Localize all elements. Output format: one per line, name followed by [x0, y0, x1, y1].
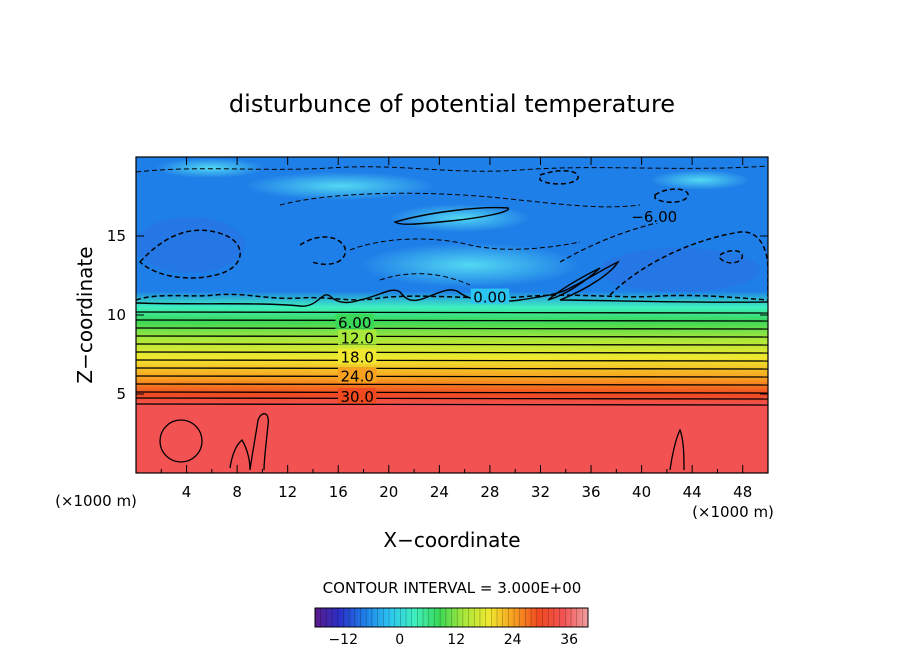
contour-label: 6.00	[338, 314, 371, 332]
x-tick-label: 48	[733, 483, 752, 501]
contour-labels: 30.0 24.018.012.06.00 0.00 −6.00	[335, 208, 678, 406]
cyan-upper-patch	[360, 243, 580, 287]
y-axis: 5 10 15	[107, 227, 768, 403]
colorbar: −12 0 12 24 36	[314, 607, 589, 648]
colorbar-ticks: −12 0 12 24 36	[328, 632, 578, 648]
contour-interval-label: CONTOUR INTERVAL = 3.000E+00	[323, 579, 582, 597]
contour-label-bg	[630, 208, 678, 224]
colorbar-tick-label: 12	[447, 632, 465, 648]
colorbar-frame	[314, 607, 589, 628]
y-tick-label: 15	[107, 227, 126, 245]
negative-contours	[136, 165, 768, 301]
cyan-upper-patch	[245, 172, 435, 200]
colorbar-tick-label: 24	[504, 632, 522, 648]
y-tick-label: 5	[116, 385, 126, 403]
dark-blue-patch	[136, 217, 245, 273]
colorbar-tick-label: −12	[328, 632, 358, 648]
contour-label: 12.0	[340, 330, 373, 348]
x-axis-unit-left: (×1000 m)	[55, 492, 137, 510]
zero-contour	[136, 206, 768, 307]
contour-label-bg	[338, 367, 377, 383]
colorbar-tick-label: 36	[560, 632, 578, 648]
x-tick-label: 24	[430, 483, 449, 501]
positive-contours	[136, 311, 768, 471]
contour-label: −6.00	[631, 208, 677, 226]
y-axis-label: Z−coordinate	[73, 246, 97, 383]
cyan-upper-patch	[155, 158, 265, 178]
x-tick-label: 8	[232, 483, 242, 501]
plot-area: 30.0 24.018.012.06.00 0.00 −6.00	[136, 157, 768, 473]
cyan-upper-patch	[650, 170, 750, 190]
contour-label-bg	[335, 313, 374, 329]
colorbar-fill	[315, 608, 588, 627]
contour-label-bg	[338, 388, 377, 404]
x-tick-label: 36	[581, 483, 600, 501]
dark-blue-patch	[600, 248, 760, 292]
x-tick-label: 40	[632, 483, 651, 501]
cyan-upper-patch	[390, 204, 530, 232]
contour-label: 0.00	[473, 289, 506, 307]
y-tick-label: 10	[107, 306, 126, 324]
x-tick-label: 16	[329, 483, 348, 501]
x-axis: 4 8 12 16 20 24 28 32 36 40 44 48	[160, 157, 752, 501]
chart-title: disturbunce of potential temperature	[229, 90, 675, 118]
x-tick-label: 20	[379, 483, 398, 501]
x-tick-label: 28	[480, 483, 499, 501]
colorbar-cell-lines	[320, 608, 583, 627]
contour-label: 24.0	[340, 368, 373, 386]
contour-label: 18.0	[340, 349, 373, 367]
x-axis-label: X−coordinate	[383, 528, 520, 552]
x-tick-label: 44	[683, 483, 702, 501]
contour-label: 30.0	[340, 388, 373, 406]
contour-label-bg	[338, 329, 377, 345]
x-tick-label: 32	[531, 483, 550, 501]
x-tick-label: 4	[182, 483, 192, 501]
colorbar-tick-label: 0	[395, 632, 404, 648]
x-tick-label: 12	[278, 483, 297, 501]
x-axis-unit-right: (×1000 m)	[692, 503, 774, 521]
contour-label-bg	[470, 288, 510, 304]
contour-label-bg	[338, 348, 377, 364]
